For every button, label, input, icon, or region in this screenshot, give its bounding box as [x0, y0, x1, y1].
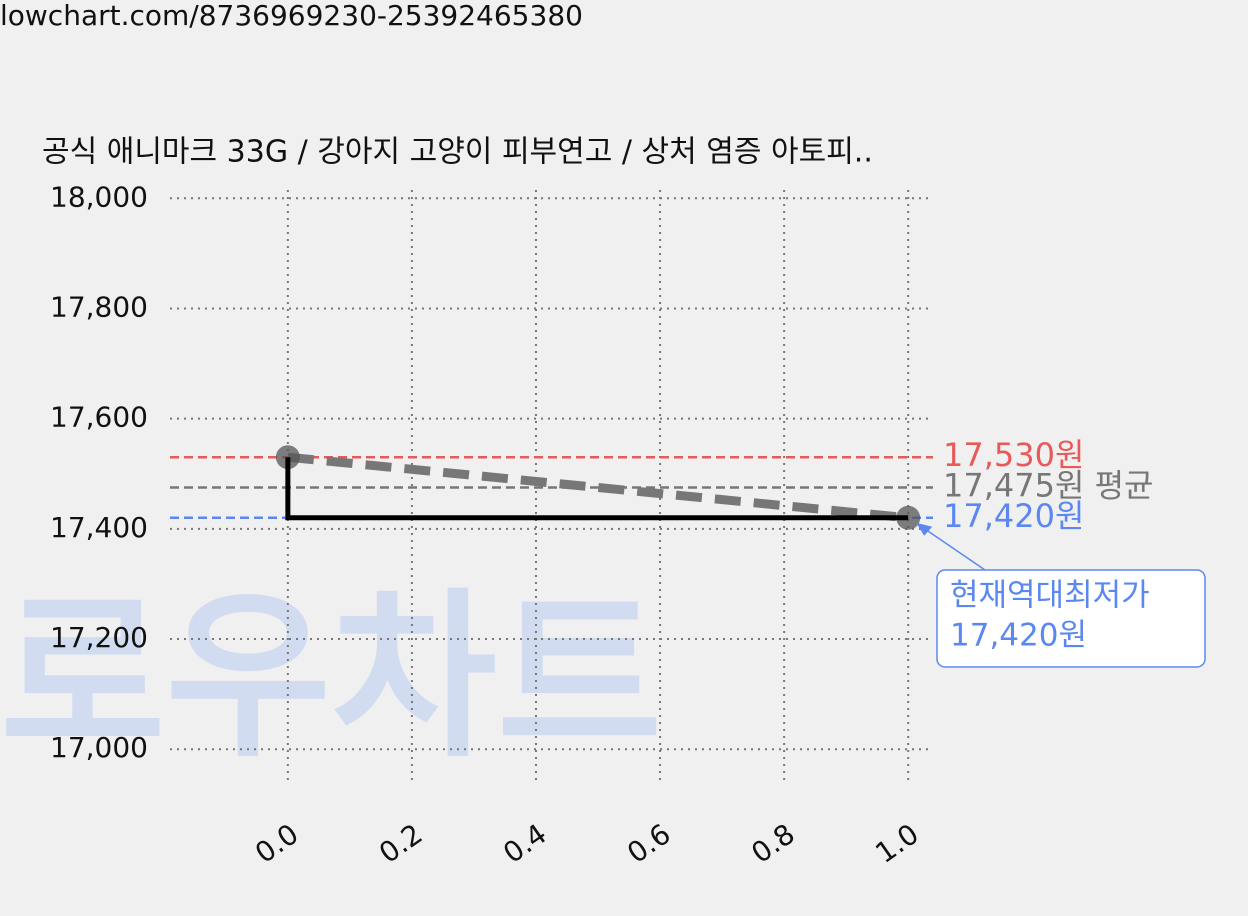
- y-tick-label: 17,400: [50, 511, 148, 544]
- x-tick-label: 0.8: [745, 817, 800, 870]
- annotation-box: [936, 569, 1206, 668]
- annotation-text: 17,420원: [950, 618, 1087, 654]
- y-tick-label: 17,000: [50, 731, 148, 764]
- annotation-arrowhead: [916, 522, 933, 536]
- y-tick-label: 18,000: [50, 180, 148, 213]
- x-tick-label: 1.0: [869, 817, 924, 870]
- chart-title: 공식 애니마크 33G / 강아지 고양이 피부연고 / 상처 염증 아토피..: [42, 135, 873, 170]
- reference-label: 17,530원: [943, 436, 1084, 474]
- reference-label: 17,475원 평균: [943, 467, 1153, 505]
- x-tick-label: 0.2: [373, 817, 428, 870]
- reference-label: 17,420원: [943, 497, 1084, 535]
- x-tick-label: 0.4: [497, 817, 552, 870]
- x-tick-label: 0.6: [621, 817, 676, 870]
- annotation-text: 현재역대최저가: [950, 578, 1150, 614]
- x-tick-label: 0.0: [249, 817, 304, 870]
- source-url: lowchart.com/8736969230-25392465380: [0, 0, 583, 32]
- y-tick-label: 17,800: [50, 290, 148, 323]
- series-line: [285, 457, 909, 521]
- y-tick-label: 17,600: [50, 401, 148, 434]
- watermark: 로우차트: [0, 573, 662, 782]
- annotation-arrow: [919, 525, 986, 571]
- series-line: [287, 452, 909, 523]
- y-tick-label: 17,200: [50, 621, 148, 654]
